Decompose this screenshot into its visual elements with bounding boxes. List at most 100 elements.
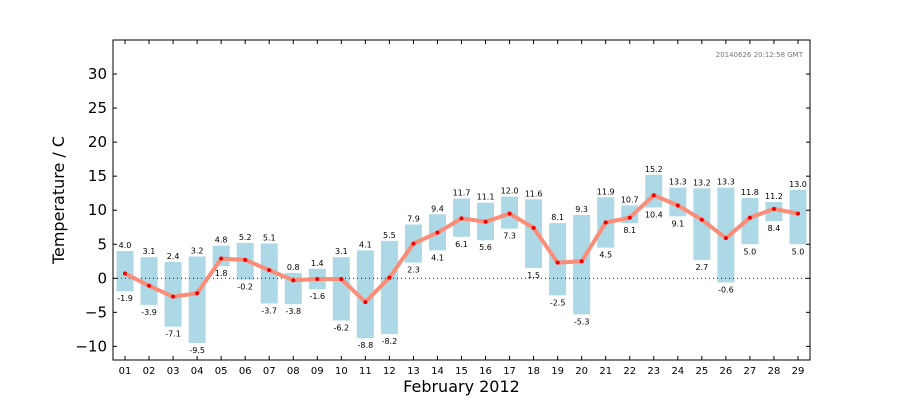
max-label-21: 11.9 [597,187,615,196]
min-label-15: 6.1 [455,240,468,249]
mean-point-04 [195,291,200,296]
min-label-29: 5.0 [792,247,805,256]
range-bar-12 [380,240,398,335]
max-label-06: 5.2 [239,233,252,242]
x-tick-label-16: 16 [479,366,492,377]
range-bar-27 [741,197,759,245]
x-tick-label-06: 06 [239,366,252,377]
mean-point-24 [675,203,680,208]
y-axis-label: Temperature / C [49,136,68,265]
mean-point-05 [219,256,224,261]
x-tick-label-09: 09 [311,366,324,377]
y-tick-label-1: −5 [85,303,107,321]
max-label-26: 13.3 [717,178,735,187]
mean-point-09 [315,276,320,281]
min-label-08: -3.8 [285,307,301,316]
mean-line-layer [123,193,800,305]
min-label-04: -9.5 [189,346,205,355]
x-tick-label-29: 29 [792,366,805,377]
range-bar-18 [525,199,543,269]
mean-point-10 [339,276,344,281]
range-bar-10 [332,257,350,321]
min-label-07: -3.7 [261,306,277,315]
mean-point-26 [723,236,728,241]
mean-point-16 [483,219,488,224]
x-tick-label-28: 28 [768,366,781,377]
mean-point-23 [651,193,656,198]
mean-point-21 [603,220,608,225]
min-label-27: 5.0 [744,247,757,256]
max-label-19: 8.1 [551,213,564,222]
range-bar-25 [693,188,711,260]
timestamp: 20140626 20:12:58 GMT [716,51,804,59]
x-tick-label-17: 17 [503,366,516,377]
y-tick-label-0: −10 [75,337,107,355]
x-tick-label-18: 18 [527,366,540,377]
max-label-24: 13.3 [669,178,687,187]
mean-point-02 [147,283,152,288]
mean-point-01 [123,271,128,276]
range-bar-07 [260,243,278,304]
x-tick-label-26: 26 [720,366,733,377]
min-label-01: -1.9 [117,294,133,303]
max-label-29: 13.0 [789,180,807,189]
min-label-22: 8.1 [623,226,636,235]
max-label-08: 0.8 [287,263,300,272]
y-tick-label-2: 0 [97,269,107,287]
max-label-02: 3.1 [143,247,156,256]
range-bar-28 [765,202,783,222]
max-label-22: 10.7 [621,195,639,204]
y-tick-label-8: 30 [88,65,107,83]
data-labels: 4.0 -1.9 3.1 -3.9 2.4 -7.1 3.2 -9.5 4.8 1.8 5.2 -0.… [117,165,807,355]
max-label-04: 3.2 [191,247,204,256]
mean-point-12 [387,275,392,280]
mean-point-17 [507,211,512,216]
max-label-27: 11.8 [741,188,759,197]
y-tick-label-7: 25 [88,99,107,117]
x-tick-label-08: 08 [287,366,300,377]
mean-point-18 [531,225,536,230]
y-tick-label-3: 5 [97,235,107,253]
range-bar-26 [717,187,735,283]
min-label-05: 1.8 [215,269,228,278]
min-label-09: -1.6 [309,292,325,301]
max-label-09: 1.4 [311,259,324,268]
x-tick-label-27: 27 [744,366,757,377]
mean-point-07 [267,268,272,273]
max-label-13: 7.9 [407,215,420,224]
x-tick-label-23: 23 [647,366,660,377]
min-label-14: 4.1 [431,253,444,262]
x-tick-label-05: 05 [215,366,228,377]
mean-point-08 [291,278,296,283]
axis-ticks: 01 02 03 04 05 06 07 08 09 10 11 12 13 14 15 16 17 18 19 20… [75,40,810,377]
range-bar-02 [140,257,158,305]
mean-point-29 [795,211,800,216]
mean-point-06 [243,257,248,262]
x-tick-label-01: 01 [119,366,132,377]
min-label-19: -2.5 [550,298,566,307]
range-bar-11 [356,250,374,339]
mean-point-20 [579,259,584,264]
max-label-17: 12.0 [501,187,519,196]
mean-point-13 [411,241,416,246]
max-label-01: 4.0 [119,241,132,250]
min-label-26: -0.6 [718,285,734,294]
min-label-16: 5.6 [479,243,492,252]
x-tick-label-20: 20 [575,366,588,377]
range-bar-20 [573,214,591,315]
min-label-20: -5.3 [574,317,590,326]
min-label-25: 2.7 [695,263,708,272]
x-tick-label-07: 07 [263,366,276,377]
mean-point-22 [627,215,632,220]
range-bar-29 [789,189,807,245]
range-bar-04 [188,256,206,343]
max-label-20: 9.3 [575,205,588,214]
max-label-07: 5.1 [263,234,276,243]
max-label-11: 4.1 [359,240,372,249]
x-tick-label-19: 19 [551,366,564,377]
y-tick-label-5: 15 [88,167,107,185]
mean-point-15 [459,216,464,221]
min-label-21: 4.5 [599,251,612,260]
max-label-16: 11.1 [477,193,495,202]
